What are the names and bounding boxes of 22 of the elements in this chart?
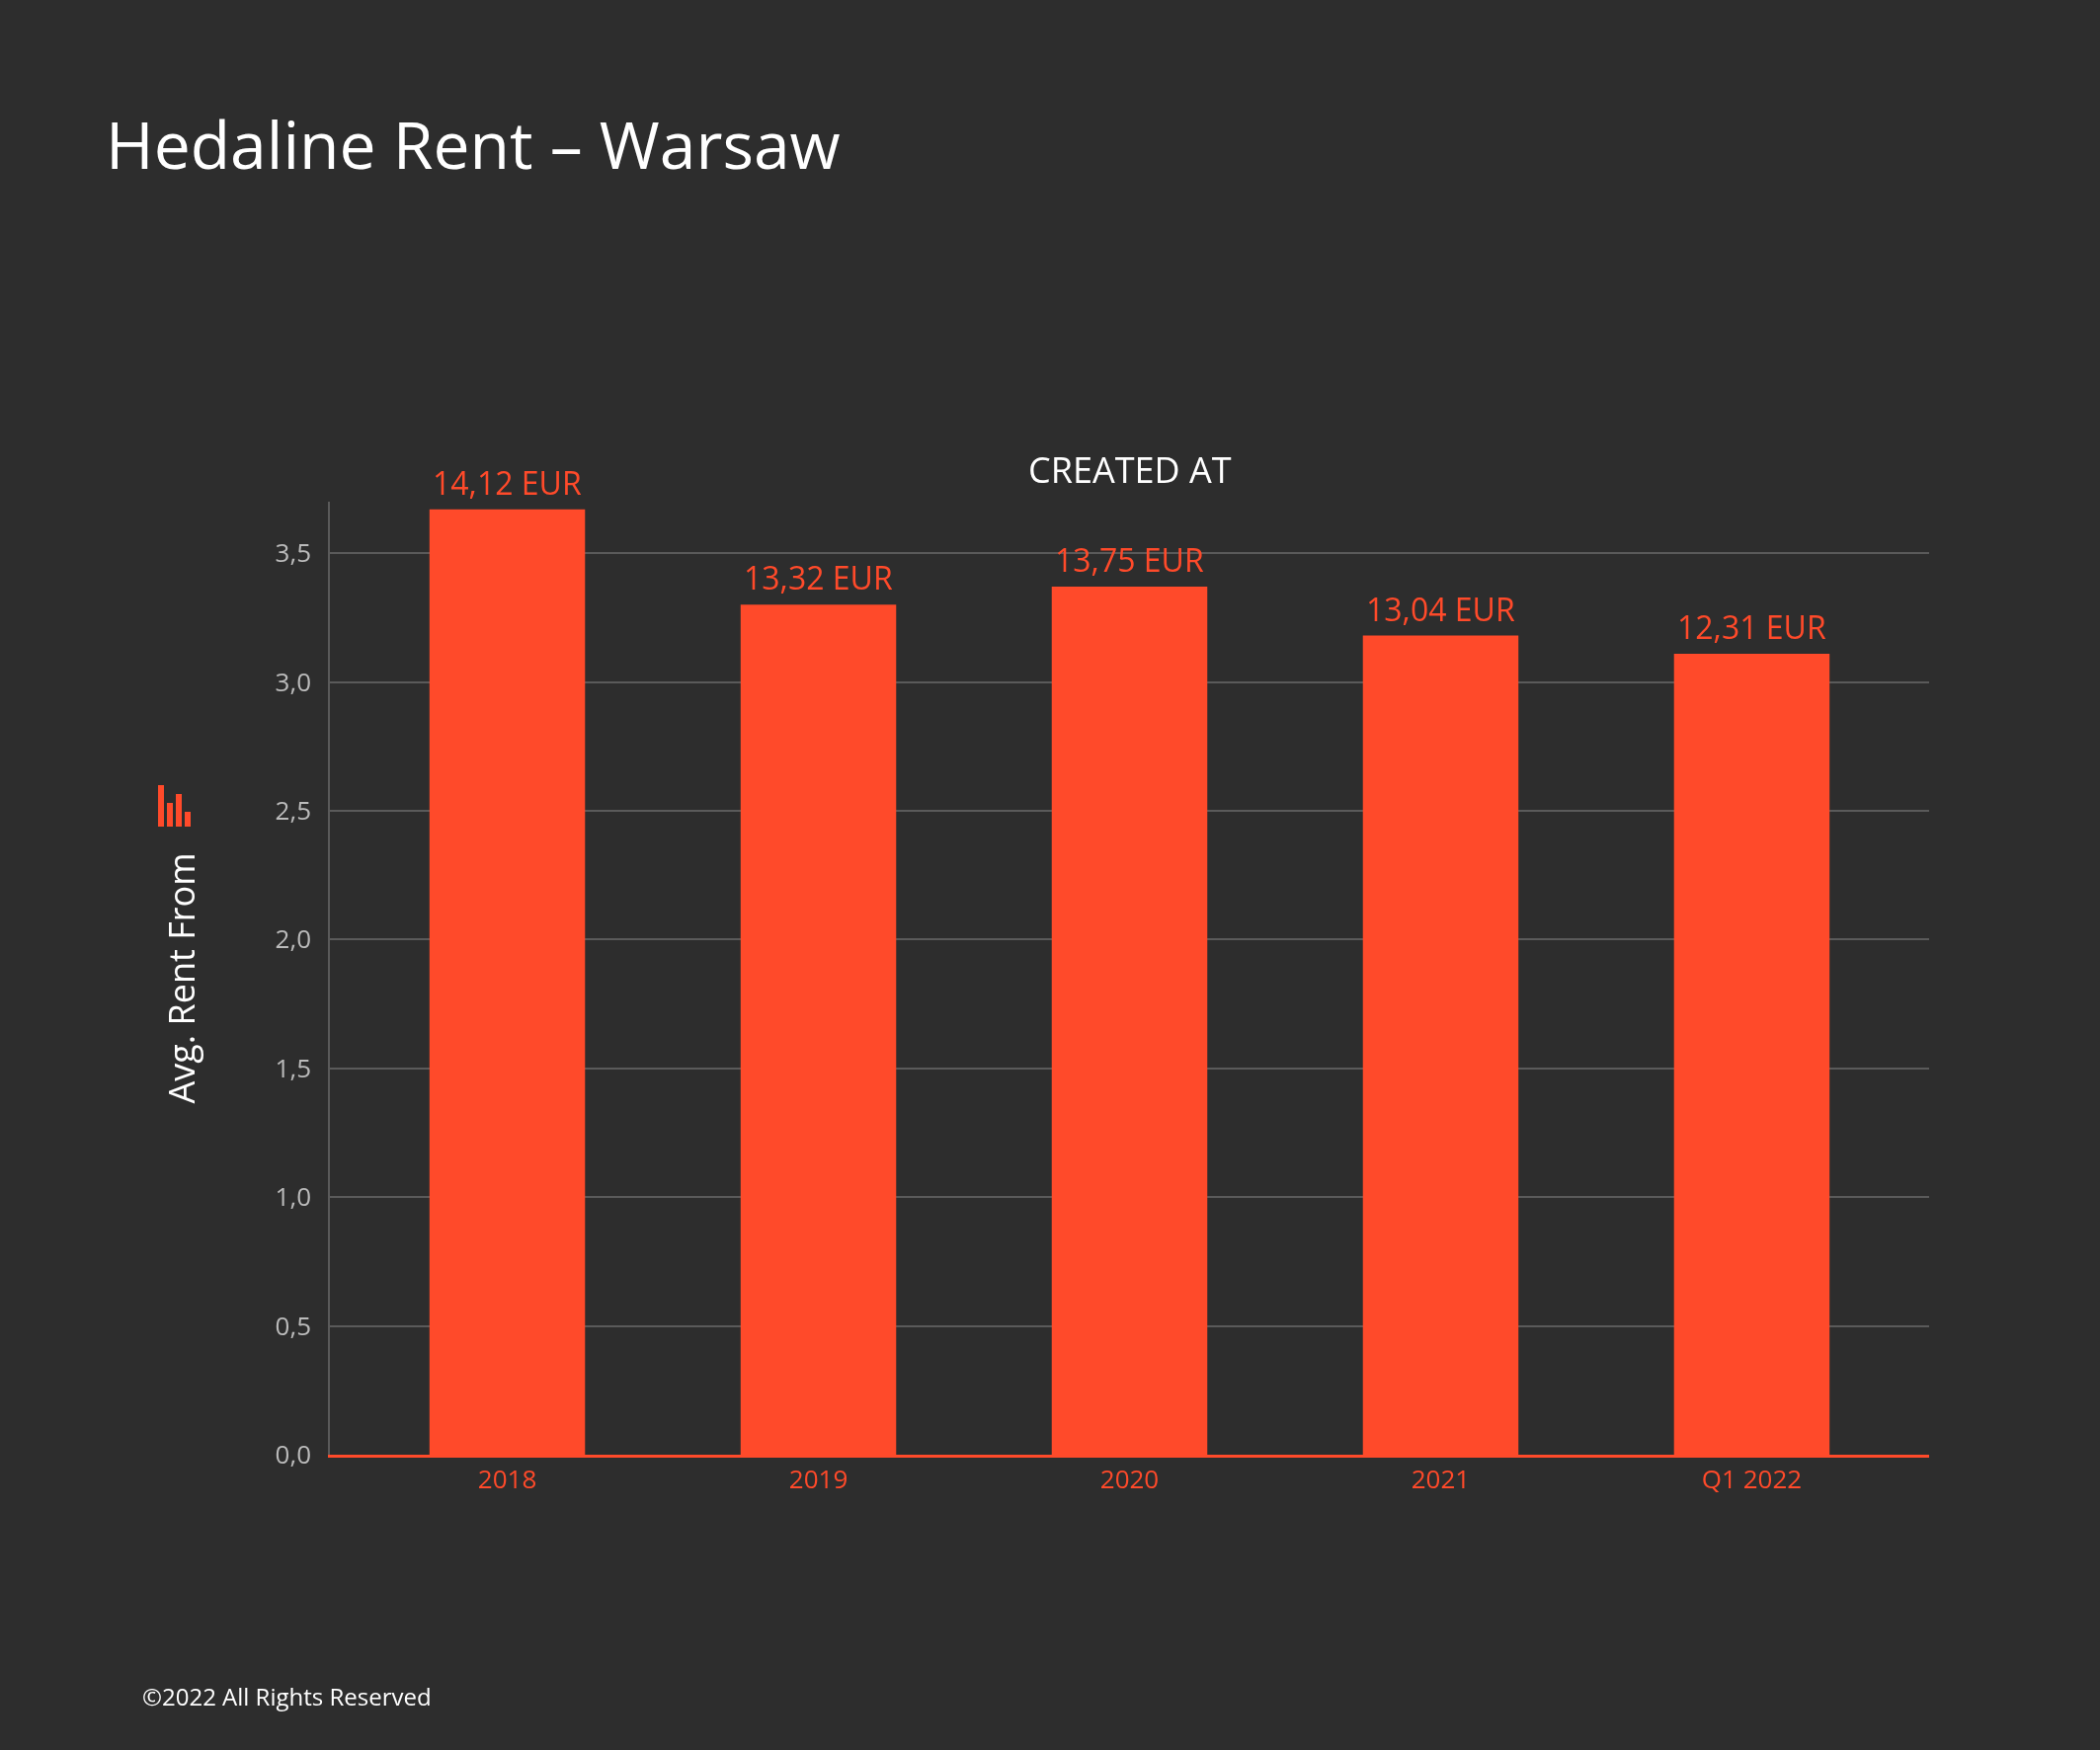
x-tick-label: 2018: [477, 1461, 537, 1497]
x-tick-label: 2020: [1099, 1461, 1160, 1497]
y-tick-label: 0,0: [275, 1436, 312, 1472]
chart-title: Hedaline Rent – Warsaw: [106, 99, 841, 189]
annotation: 13,75 EUR: [1055, 538, 1204, 581]
x-tick-label: 2021: [1411, 1461, 1471, 1497]
x-tick-label: Q1 2022: [1701, 1461, 1803, 1497]
y-tick-label: 1,0: [275, 1178, 312, 1215]
y-tick-label: 2,5: [275, 792, 312, 829]
annotation: 13,04 EUR: [1366, 588, 1515, 630]
x-axis-title: CREATED AT: [1028, 445, 1232, 494]
y-tick-label: 3,0: [275, 663, 312, 699]
text: ©2022 All Rights Reserved: [142, 1680, 432, 1712]
y-axis-title: Avg. Rent From: [156, 852, 205, 1104]
x-tick-label: 2019: [788, 1461, 848, 1497]
annotation: 12,31 EUR: [1677, 605, 1826, 648]
y-tick-label: 2,0: [275, 920, 312, 957]
annotation: 13,32 EUR: [744, 556, 893, 598]
y-tick-label: 1,5: [275, 1049, 312, 1085]
y-tick-label: 0,5: [275, 1307, 312, 1343]
annotation: 14,12 EUR: [433, 461, 582, 504]
y-tick-label: 3,5: [275, 534, 312, 571]
